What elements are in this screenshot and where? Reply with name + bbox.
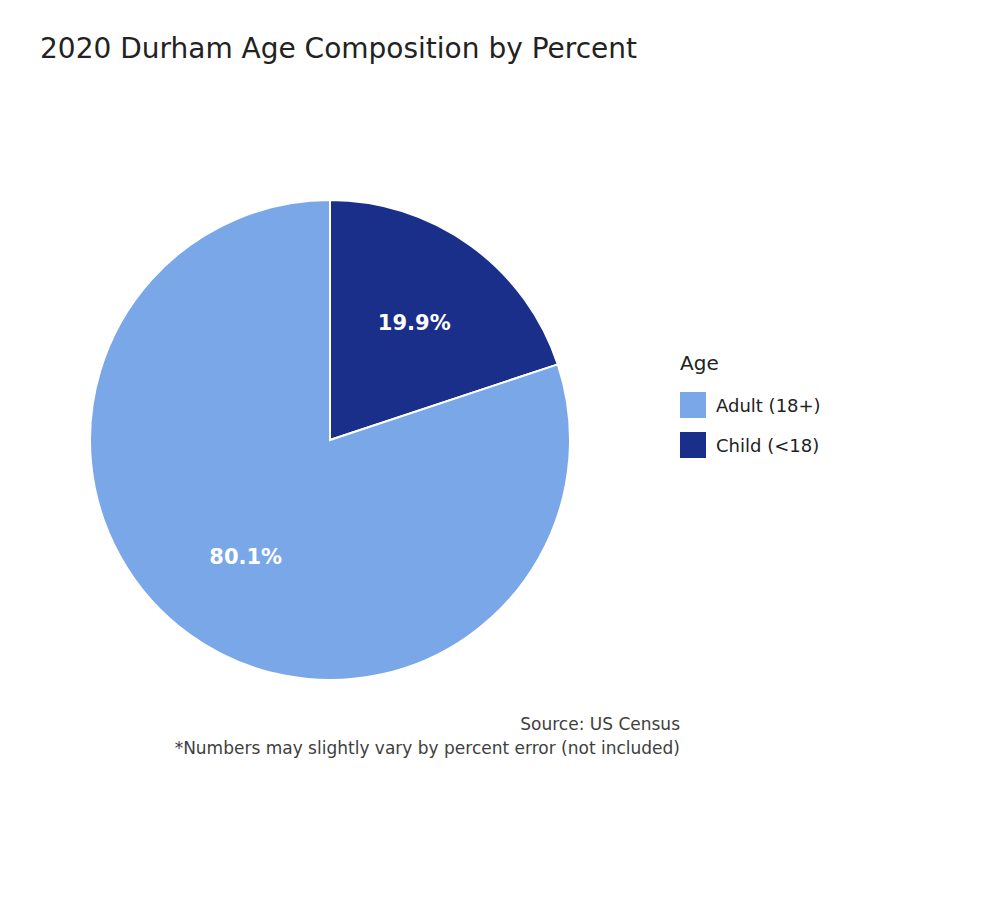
chart-container: 2020 Durham Age Composition by Percent 19…: [0, 0, 1000, 906]
pie: [90, 200, 570, 680]
legend-title: Age: [680, 351, 719, 375]
data-labels: 19.9% 80.1%: [209, 311, 450, 569]
chart: 2020 Durham Age Composition by Percent 19…: [0, 0, 1000, 906]
data-label: 19.9%: [378, 311, 451, 335]
slice: [90, 200, 570, 680]
legend-entry: Adult (18+): [716, 395, 821, 416]
annotation: Source: US Census: [520, 714, 680, 734]
annotation: *Numbers may slightly vary by percent er…: [175, 738, 680, 758]
legend-entry: Child (<18): [716, 435, 819, 456]
legend: Age Adult (18+) Child (<18): [680, 351, 821, 458]
title: 2020 Durham Age Composition by Percent: [40, 32, 637, 65]
data-label: 80.1%: [209, 545, 282, 569]
legend-swatch: [680, 432, 706, 458]
legend-swatch: [680, 392, 706, 418]
